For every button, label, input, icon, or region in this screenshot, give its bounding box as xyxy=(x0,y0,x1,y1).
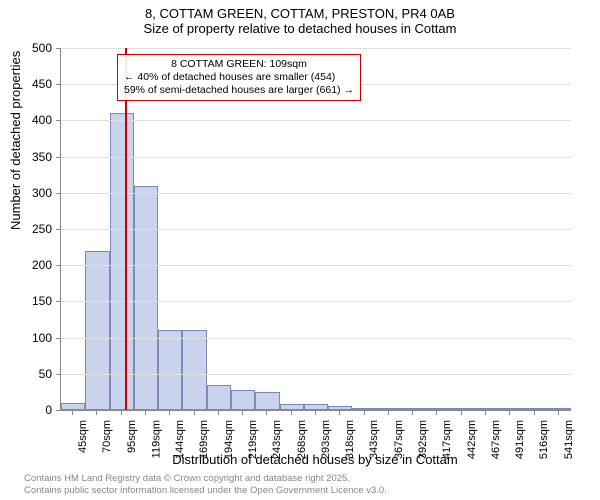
histogram-bar xyxy=(547,408,571,410)
x-tick xyxy=(145,410,146,415)
x-tick xyxy=(72,410,73,415)
y-tick-label: 450 xyxy=(32,77,52,91)
x-tick xyxy=(194,410,195,415)
grid-line xyxy=(61,229,571,230)
y-tick-label: 150 xyxy=(32,294,52,308)
histogram-bar xyxy=(207,385,231,410)
histogram-bar xyxy=(255,392,279,410)
footer-line2: Contains public sector information licen… xyxy=(24,485,387,496)
histogram-bar xyxy=(110,113,134,410)
x-tick-label: 70sqm xyxy=(101,420,113,453)
x-tick xyxy=(485,410,486,415)
y-tick-label: 350 xyxy=(32,150,52,164)
y-tick xyxy=(56,120,61,121)
x-tick xyxy=(461,410,462,415)
y-tick-label: 200 xyxy=(32,258,52,272)
footer-line1: Contains HM Land Registry data © Crown c… xyxy=(24,473,387,484)
y-tick-label: 250 xyxy=(32,222,52,236)
y-tick xyxy=(56,301,61,302)
title-line1: 8, COTTAM GREEN, COTTAM, PRESTON, PR4 0A… xyxy=(0,6,600,21)
histogram-bar xyxy=(85,251,109,410)
plot-area: 8 COTTAM GREEN: 109sqm ← 40% of detached… xyxy=(60,48,571,411)
y-tick xyxy=(56,265,61,266)
grid-line xyxy=(61,265,571,266)
x-axis-title: Distribution of detached houses by size … xyxy=(60,452,570,467)
y-tick xyxy=(56,157,61,158)
y-tick-label: 300 xyxy=(32,186,52,200)
histogram-bar xyxy=(280,404,304,410)
grid-line xyxy=(61,120,571,121)
y-tick xyxy=(56,229,61,230)
y-tick-label: 0 xyxy=(45,403,52,417)
annotation-line3: 59% of semi-detached houses are larger (… xyxy=(124,84,354,97)
grid-line xyxy=(61,157,571,158)
y-tick-label: 500 xyxy=(32,41,52,55)
x-tick xyxy=(121,410,122,415)
x-tick xyxy=(266,410,267,415)
histogram-bar xyxy=(61,403,85,410)
annotation-line1: 8 COTTAM GREEN: 109sqm xyxy=(124,58,354,71)
histogram-bar xyxy=(377,408,401,410)
y-tick-label: 400 xyxy=(32,113,52,127)
x-tick xyxy=(509,410,510,415)
x-tick xyxy=(218,410,219,415)
annotation-line2: ← 40% of detached houses are smaller (45… xyxy=(124,71,354,84)
title-line2: Size of property relative to detached ho… xyxy=(0,21,600,36)
title-block: 8, COTTAM GREEN, COTTAM, PRESTON, PR4 0A… xyxy=(0,0,600,36)
histogram-bar xyxy=(352,408,376,410)
grid-line xyxy=(61,338,571,339)
histogram-bar xyxy=(498,408,522,410)
x-tick xyxy=(364,410,365,415)
histogram-bar xyxy=(425,408,449,410)
x-tick xyxy=(291,410,292,415)
x-tick xyxy=(96,410,97,415)
y-tick xyxy=(56,48,61,49)
y-tick xyxy=(56,374,61,375)
footer: Contains HM Land Registry data © Crown c… xyxy=(24,473,387,496)
y-tick xyxy=(56,84,61,85)
histogram-bar xyxy=(450,408,474,410)
y-tick-label: 50 xyxy=(39,367,52,381)
x-tick xyxy=(339,410,340,415)
chart-container: 8, COTTAM GREEN, COTTAM, PRESTON, PR4 0A… xyxy=(0,0,600,500)
histogram-bar xyxy=(522,408,546,410)
histogram-bar xyxy=(328,406,352,410)
grid-line xyxy=(61,193,571,194)
x-tick xyxy=(315,410,316,415)
y-tick-label: 100 xyxy=(32,331,52,345)
y-tick xyxy=(56,338,61,339)
histogram-bar xyxy=(401,408,425,410)
x-tick xyxy=(388,410,389,415)
x-tick xyxy=(558,410,559,415)
grid-line xyxy=(61,374,571,375)
x-tick-label: 95sqm xyxy=(126,420,138,453)
x-tick-label: 45sqm xyxy=(77,420,89,453)
histogram-bar xyxy=(158,330,182,410)
x-tick xyxy=(242,410,243,415)
reference-line xyxy=(125,48,127,410)
annotation-box: 8 COTTAM GREEN: 109sqm ← 40% of detached… xyxy=(117,54,361,101)
grid-line xyxy=(61,48,571,49)
grid-line xyxy=(61,301,571,302)
histogram-bar xyxy=(134,186,158,410)
x-tick xyxy=(412,410,413,415)
y-axis-labels: 050100150200250300350400450500 xyxy=(0,48,56,410)
x-tick xyxy=(534,410,535,415)
x-tick xyxy=(169,410,170,415)
x-tick xyxy=(436,410,437,415)
y-tick xyxy=(56,193,61,194)
histogram-bar xyxy=(231,390,255,410)
histogram-bar xyxy=(182,330,206,410)
y-tick xyxy=(56,410,61,411)
